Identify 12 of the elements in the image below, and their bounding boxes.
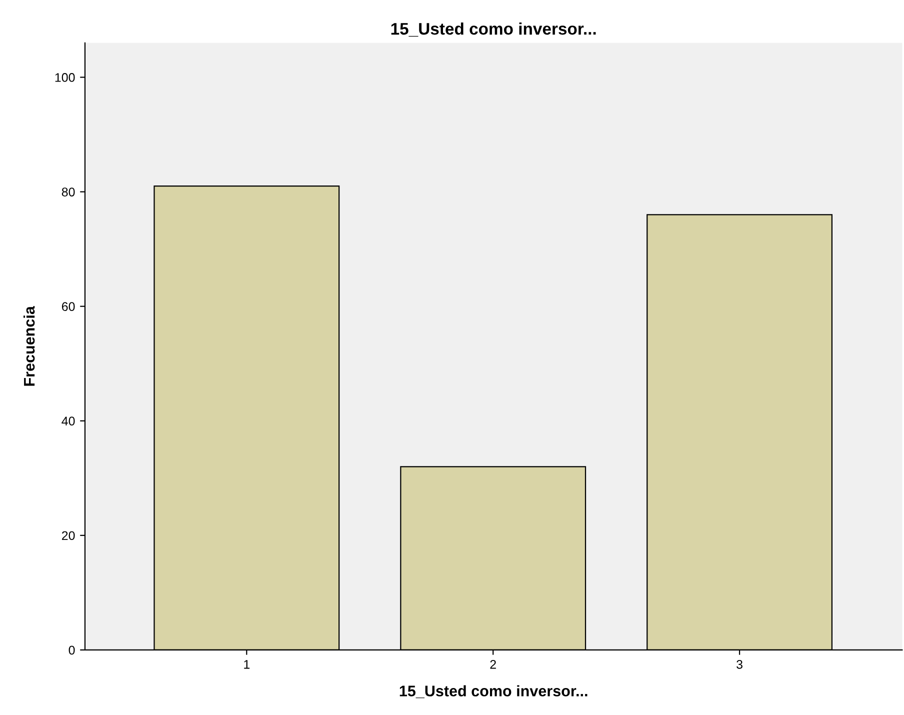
y-tick-label: 100: [55, 73, 75, 82]
x-tick-label: 3: [736, 660, 742, 669]
y-tick-label: 40: [62, 416, 75, 426]
chart-title: 15_Usted como inversor...: [391, 22, 596, 37]
x-tick-label: 1: [244, 660, 250, 669]
y-tick-label: 20: [62, 531, 75, 540]
x-tick-label: 2: [490, 660, 496, 669]
x-axis-title: 15_Usted como inversor...: [400, 685, 588, 698]
y-tick-label: 0: [68, 646, 75, 655]
y-axis-title: Frecuencia: [23, 306, 35, 386]
y-tick-label: 60: [62, 302, 75, 311]
y-tick-label: 80: [62, 188, 75, 196]
